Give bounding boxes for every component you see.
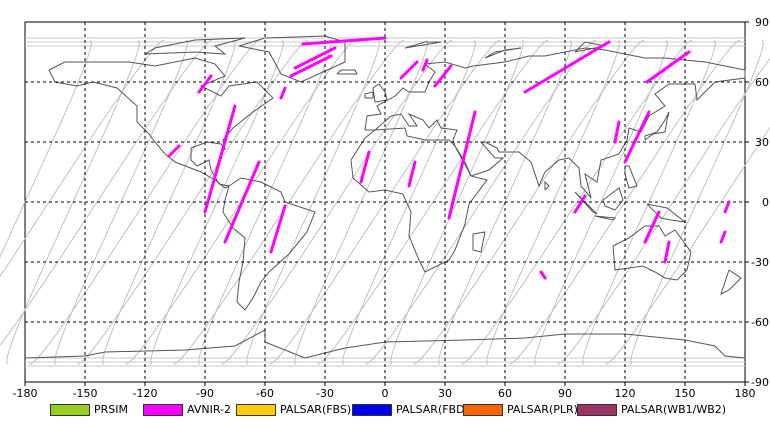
x-tick-label: -30 [316, 387, 334, 400]
x-tick-label: 90 [558, 387, 572, 400]
avnir2-swath [399, 60, 419, 80]
coastline [238, 35, 346, 83]
y-tick-label: -30 [751, 256, 769, 269]
y-tick-label: 90 [755, 16, 769, 29]
avnir2-swath [269, 204, 287, 254]
y-tick-label: 30 [755, 136, 769, 149]
coastline [720, 269, 742, 295]
x-tick-label: -60 [256, 387, 274, 400]
graticule [25, 22, 745, 382]
coastline [24, 329, 746, 359]
avnir2-swath [645, 50, 691, 84]
x-tick-label: -180 [13, 387, 38, 400]
avnir2-swath [301, 36, 387, 46]
avnir2-swath [289, 54, 333, 78]
x-tick-label: 0 [382, 387, 389, 400]
legend-item-palsar-plr: PALSAR(PLR) [463, 403, 578, 416]
x-tick-label: 120 [615, 387, 636, 400]
legend-item-palsar-wb: PALSAR(WB1/WB2) [577, 403, 726, 416]
legend: PRSIM AVNIR-2 PALSAR(FBS) PALSAR(FBD) PA… [0, 401, 770, 423]
coastline [144, 37, 246, 55]
legend-swatch [352, 403, 392, 416]
coastline [612, 225, 692, 281]
avnir2-swath [573, 194, 587, 214]
avnir2-swath [723, 200, 731, 214]
coastline [602, 187, 624, 211]
avnir2-swath [421, 58, 429, 72]
y-tick-label: -90 [751, 376, 769, 389]
x-tick-label: 180 [735, 387, 756, 400]
x-tick-label: 150 [675, 387, 696, 400]
x-axis-ticks: -180 -150 -120 -90 -60 -30 0 30 60 90 120 150 180 [13, 382, 756, 400]
legend-swatch [577, 403, 617, 416]
avnir2-swath [433, 64, 453, 88]
x-tick-label: -90 [196, 387, 214, 400]
legend-label: AVNIR-2 [187, 403, 231, 416]
avnir2-swath [167, 144, 181, 158]
avnir2-swath [197, 74, 213, 94]
avnir2-swath [663, 240, 671, 264]
avnir2-swath [447, 110, 477, 220]
avnir2-swath [719, 230, 727, 244]
legend-item-avnir2: AVNIR-2 [143, 403, 231, 416]
coastline [222, 177, 316, 311]
legend-item-prsim: PRSIM [50, 403, 128, 416]
x-tick-label: 30 [438, 387, 452, 400]
coastline [594, 215, 617, 221]
y-axis-ticks: 90 60 30 0 -30 -60 -90 [745, 16, 769, 389]
coastline [364, 91, 374, 99]
x-tick-label: -120 [133, 387, 158, 400]
avnir2-swath [613, 120, 621, 144]
coastline [574, 41, 606, 53]
legend-swatch [50, 403, 90, 416]
avnir2-swath [523, 40, 611, 94]
legend-label: PALSAR(FBD) [396, 403, 469, 416]
coastline [472, 231, 486, 253]
avnir2-swath [643, 210, 661, 244]
coastline [336, 69, 358, 75]
legend-item-palsar-fbs: PALSAR(FBS) [236, 403, 351, 416]
y-tick-label: -60 [751, 316, 769, 329]
x-tick-label: -150 [73, 387, 98, 400]
avnir2-swath [279, 86, 287, 100]
coastline [404, 41, 442, 49]
coastline [484, 47, 522, 59]
avnir2-swath [223, 160, 261, 244]
coastline [350, 127, 488, 273]
avnir2-swath [293, 46, 337, 70]
legend-label: PRSIM [94, 403, 128, 416]
y-tick-label: 60 [755, 76, 769, 89]
avnir2-swath [623, 110, 651, 164]
legend-label: PALSAR(PLR) [507, 403, 578, 416]
legend-swatch [236, 403, 276, 416]
avnir2-swath [203, 104, 237, 214]
legend-item-palsar-fbd: PALSAR(FBD) [352, 403, 469, 416]
coastline [544, 180, 550, 191]
coastline [644, 111, 670, 141]
legend-swatch [463, 403, 503, 416]
legend-swatch [143, 403, 183, 416]
coastlines [24, 35, 746, 359]
coastline [364, 47, 746, 199]
avnir2-swaths [167, 36, 731, 280]
avnir2-swath [359, 150, 371, 184]
y-tick-label: 0 [762, 196, 769, 209]
legend-label: PALSAR(FBS) [280, 403, 352, 416]
avnir2-swath [407, 160, 417, 188]
x-tick-label: 60 [498, 387, 512, 400]
legend-label: PALSAR(WB1/WB2) [621, 403, 727, 416]
avnir2-swath [539, 270, 547, 280]
